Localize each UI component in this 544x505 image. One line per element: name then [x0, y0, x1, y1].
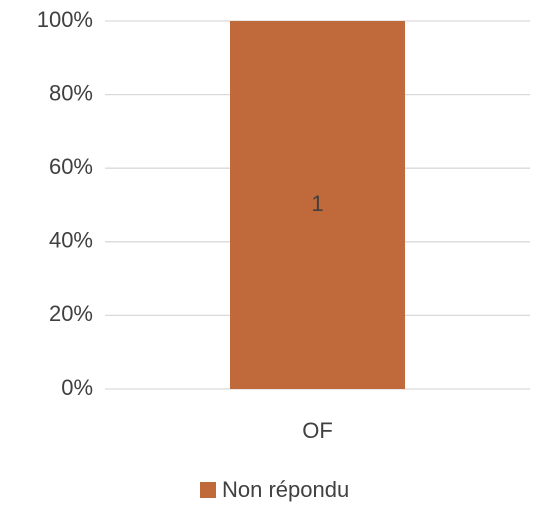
y-tick-label: 0%	[61, 375, 93, 400]
legend-label: Non répondu	[222, 477, 349, 502]
bar	[230, 21, 405, 389]
x-tick-label: OF	[302, 418, 333, 443]
legend-swatch	[200, 482, 216, 498]
data-label: 1	[311, 191, 323, 216]
y-tick-label: 20%	[49, 301, 93, 326]
y-tick-label: 100%	[37, 7, 93, 32]
y-tick-label: 60%	[49, 154, 93, 179]
y-tick-label: 40%	[49, 228, 93, 253]
y-tick-label: 80%	[49, 80, 93, 105]
